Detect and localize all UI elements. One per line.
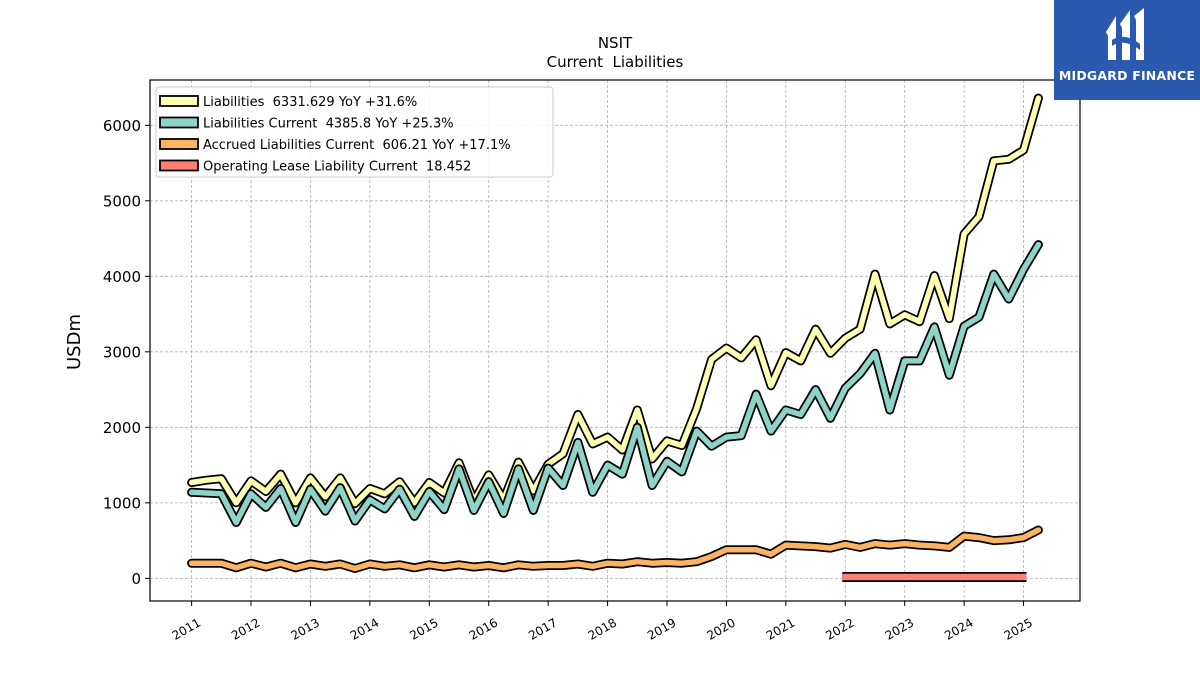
series-outline bbox=[187, 240, 1043, 527]
chart-title: NSIT bbox=[598, 34, 633, 52]
y-tick-label: 4000 bbox=[103, 268, 141, 286]
y-tick-label: 3000 bbox=[103, 343, 141, 361]
legend-box bbox=[155, 86, 554, 178]
x-tick-label: 2013 bbox=[288, 615, 321, 642]
x-tick-label: 2016 bbox=[467, 615, 500, 642]
legend-label: Liabilities Current 4385.8 YoY +25.3% bbox=[203, 117, 454, 132]
legend-label: Liabilities 6331.629 YoY +31.6% bbox=[203, 95, 417, 110]
legend-swatch bbox=[159, 116, 199, 129]
y-axis-label: USDm bbox=[64, 314, 85, 370]
legend-label: Accrued Liabilities Current 606.21 YoY +… bbox=[203, 138, 511, 153]
legend-swatch bbox=[159, 159, 199, 172]
x-tick-label: 2018 bbox=[586, 615, 619, 642]
midgard-logo-icon bbox=[1106, 8, 1144, 60]
y-tick-label: 0 bbox=[131, 570, 141, 588]
y-tick-label: 5000 bbox=[103, 192, 141, 210]
x-tick-label: 2022 bbox=[823, 615, 856, 642]
x-tick-label: 2021 bbox=[764, 615, 797, 642]
y-tick-label: 2000 bbox=[103, 419, 141, 437]
x-tick-label: 2014 bbox=[348, 615, 381, 642]
x-tick-label: 2019 bbox=[645, 615, 678, 642]
chart-subtitle: Current Liabilities bbox=[547, 53, 684, 71]
series-line bbox=[188, 95, 1042, 507]
x-tick-label: 2011 bbox=[170, 615, 203, 642]
x-tick-label: 2023 bbox=[883, 615, 916, 642]
logo-text: MIDGARD FINANCE bbox=[1058, 68, 1196, 83]
x-tick-label: 2015 bbox=[407, 615, 440, 642]
x-tick-label: 2017 bbox=[526, 615, 559, 642]
legend-swatch bbox=[159, 138, 199, 150]
series-layer bbox=[187, 93, 1043, 582]
y-tick-label: 6000 bbox=[103, 117, 141, 135]
logo: MIDGARD FINANCE bbox=[1054, 0, 1200, 100]
x-tick-label: 2020 bbox=[704, 615, 737, 642]
x-tick-label: 2025 bbox=[1002, 615, 1035, 642]
x-tick-label: 2012 bbox=[229, 615, 262, 642]
y-tick-label: 1000 bbox=[103, 494, 141, 512]
x-tick-label: 2024 bbox=[942, 615, 975, 642]
series-line bbox=[188, 527, 1042, 572]
plot-frame bbox=[149, 79, 1081, 602]
legend: Liabilities 6331.629 YoY +31.6% Liabiliti… bbox=[155, 86, 554, 178]
legend-swatch bbox=[159, 95, 199, 107]
series-line bbox=[188, 241, 1042, 526]
legend-label: Operating Lease Liability Current 18.452 bbox=[203, 160, 471, 175]
